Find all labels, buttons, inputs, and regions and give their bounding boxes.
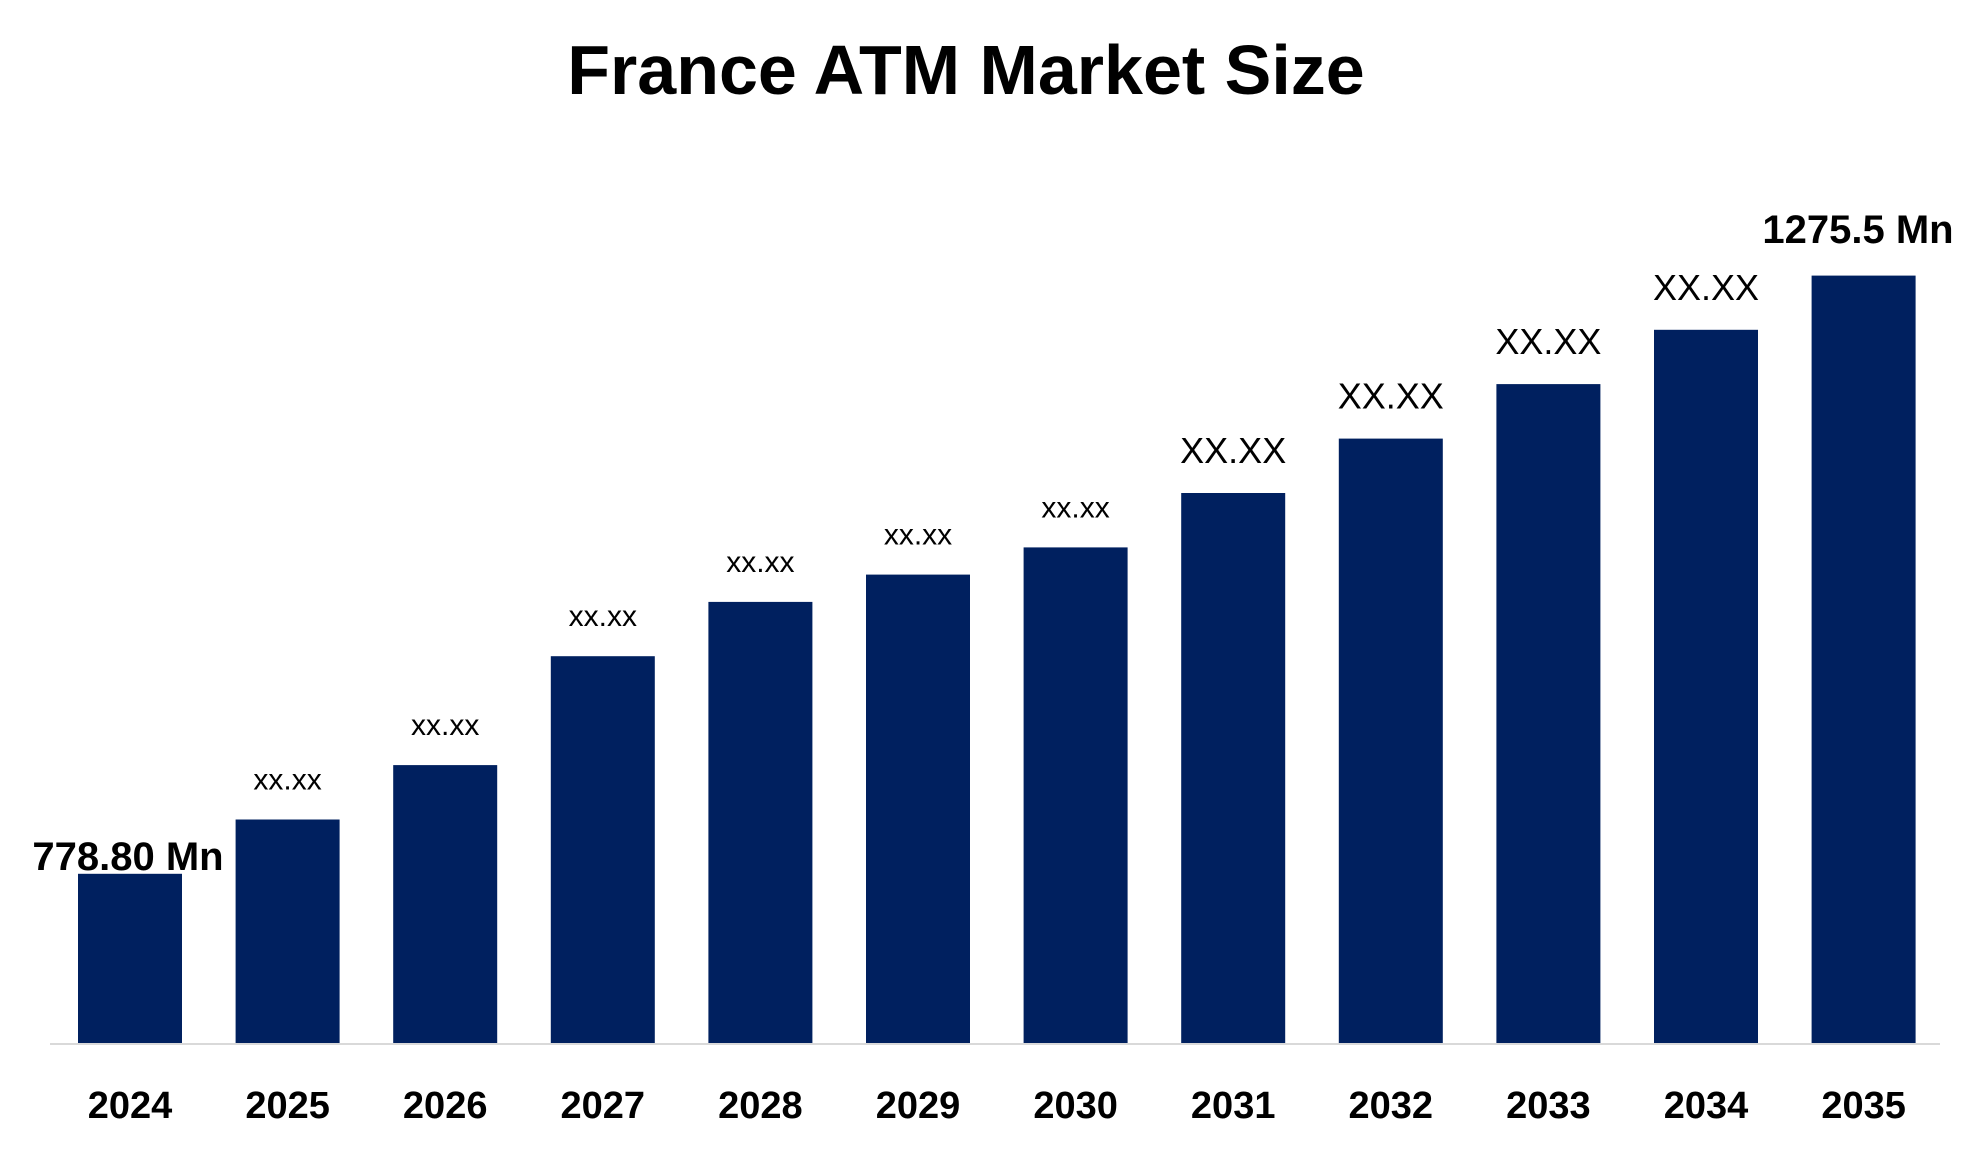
bar-2032 bbox=[1338, 438, 1443, 1045]
bar-2025 bbox=[235, 819, 340, 1044]
bar-2027 bbox=[550, 656, 655, 1044]
bar-2034 bbox=[1654, 329, 1758, 1044]
x-tick-2032: 2032 bbox=[1349, 1085, 1434, 1127]
data-label-2030: xx.xx bbox=[1041, 491, 1109, 524]
data-label-2031: XX.XX bbox=[1180, 430, 1286, 471]
x-tick-2027: 2027 bbox=[561, 1085, 646, 1127]
x-tick-2031: 2031 bbox=[1191, 1085, 1276, 1127]
bar-2029 bbox=[866, 574, 970, 1044]
x-tick-2028: 2028 bbox=[718, 1085, 803, 1127]
data-label-2028: xx.xx bbox=[726, 546, 794, 579]
data-label-2027: xx.xx bbox=[569, 600, 637, 633]
chart-title: France ATM Market Size bbox=[567, 31, 1364, 109]
data-labels-group: 778.80 Mn xx.xx xx.xx xx.xx xx.xx xx.xx xx.xx X… bbox=[32, 208, 1953, 879]
data-label-2032: XX.XX bbox=[1338, 376, 1444, 417]
x-tick-2026: 2026 bbox=[403, 1085, 488, 1127]
x-tick-2025: 2025 bbox=[245, 1085, 330, 1127]
data-label-2035: 1275.5 Mn bbox=[1762, 208, 1953, 252]
x-tick-2029: 2029 bbox=[876, 1085, 961, 1127]
bar-2033 bbox=[1496, 384, 1601, 1045]
bar-2026 bbox=[393, 765, 498, 1044]
bars-group bbox=[78, 275, 1916, 1045]
x-tick-2033: 2033 bbox=[1506, 1085, 1591, 1127]
data-label-2033: XX.XX bbox=[1495, 321, 1601, 362]
data-label-2024: 778.80 Mn bbox=[32, 835, 223, 879]
x-tick-2034: 2034 bbox=[1664, 1085, 1749, 1127]
data-label-2026: xx.xx bbox=[411, 709, 479, 742]
x-tick-labels-group: 2024 2025 2026 2027 2028 2029 2030 2031 2032 2033… bbox=[88, 1085, 1906, 1127]
data-label-2025: xx.xx bbox=[253, 764, 321, 797]
data-label-2034: XX.XX bbox=[1653, 267, 1759, 308]
bar-2030 bbox=[1023, 547, 1128, 1044]
x-tick-2030: 2030 bbox=[1033, 1085, 1118, 1127]
x-tick-2024: 2024 bbox=[88, 1085, 173, 1127]
bar-2024 bbox=[78, 873, 182, 1044]
x-tick-2035: 2035 bbox=[1821, 1085, 1906, 1127]
bar-2028 bbox=[708, 601, 813, 1044]
bar-2035 bbox=[1811, 275, 1916, 1045]
bar-2031 bbox=[1181, 493, 1286, 1044]
data-label-2029: xx.xx bbox=[884, 519, 952, 552]
